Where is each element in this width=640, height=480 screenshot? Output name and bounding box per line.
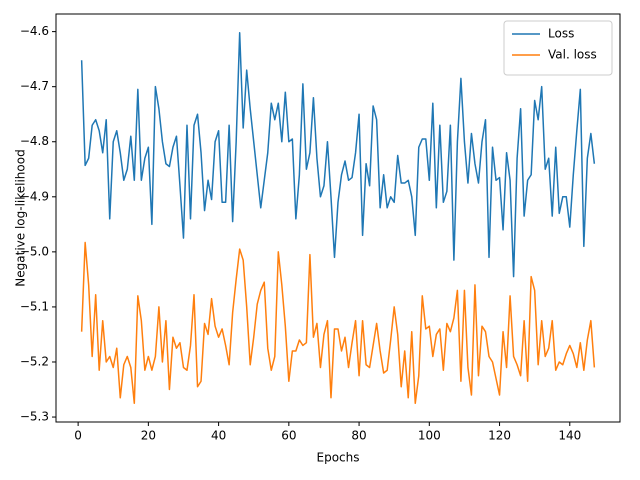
plot-frame	[55, 13, 621, 423]
x-tick-label: 140	[558, 429, 581, 443]
y-tick-label: −4.6	[20, 24, 49, 38]
y-tick-label: −5.3	[20, 410, 49, 424]
y-tick-label: −4.9	[20, 189, 49, 203]
y-tick-label: −4.8	[20, 134, 49, 148]
x-tick-label: 80	[351, 429, 366, 443]
y-tick-label: −5.0	[20, 244, 49, 258]
x-tick-label: 20	[141, 429, 156, 443]
x-tick-label: 60	[281, 429, 296, 443]
x-axis-label: Epochs	[317, 451, 360, 465]
y-tick-label: −4.7	[20, 79, 49, 93]
y-axis-label: Negative log-likelihood	[14, 149, 28, 286]
x-tick-label: 120	[488, 429, 511, 443]
x-tick-label: 0	[74, 429, 82, 443]
series-line	[80, 241, 596, 405]
legend-label: Loss	[548, 27, 574, 41]
x-tick-label: 40	[211, 429, 226, 443]
y-tick-label: −5.2	[20, 354, 49, 368]
y-tick-label: −5.1	[20, 299, 49, 313]
legend-label: Val. loss	[548, 48, 597, 62]
x-tick-label: 100	[418, 429, 441, 443]
series-line	[80, 31, 596, 278]
